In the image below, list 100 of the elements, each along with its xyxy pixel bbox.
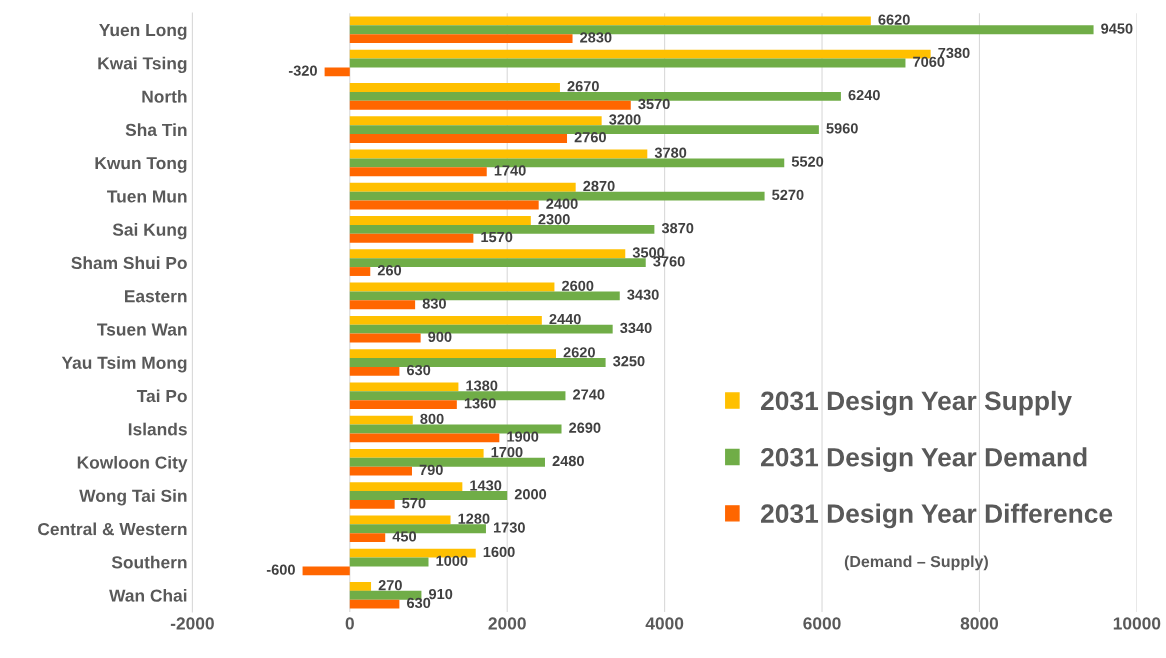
data-label: 7380 xyxy=(938,47,970,59)
data-label: 1740 xyxy=(494,165,526,176)
data-label: 910 xyxy=(429,588,453,600)
bar xyxy=(349,491,508,500)
x-tick-label: 10000 xyxy=(1113,617,1161,630)
data-label: 2740 xyxy=(573,389,605,400)
y-tick-label: Yau Tsim Mong xyxy=(61,356,187,373)
y-tick-label: Kwun Tong xyxy=(95,157,187,173)
bar xyxy=(349,533,386,543)
data-label: 2620 xyxy=(563,347,595,358)
data-label: 3570 xyxy=(638,98,670,110)
data-label: 260 xyxy=(377,265,402,276)
bar xyxy=(349,515,451,525)
data-label: 790 xyxy=(419,464,443,476)
data-label: 9450 xyxy=(1101,23,1133,34)
bar xyxy=(302,566,350,576)
data-label: 570 xyxy=(402,497,426,509)
bar xyxy=(349,149,648,159)
data-label: 6620 xyxy=(878,14,910,25)
data-label: 2400 xyxy=(546,198,578,209)
bar xyxy=(349,34,573,44)
bar xyxy=(349,233,474,243)
bar xyxy=(349,366,400,376)
bar xyxy=(349,282,555,292)
bar xyxy=(349,557,429,567)
bar xyxy=(349,167,487,177)
y-tick-label: Kowloon City xyxy=(77,455,188,473)
data-label: 5270 xyxy=(772,189,804,201)
data-label: 1900 xyxy=(507,431,539,442)
y-tick-label: Islands xyxy=(128,422,187,436)
data-label: 3870 xyxy=(661,222,694,234)
bar xyxy=(349,249,626,259)
bar xyxy=(349,433,500,443)
data-label: -600 xyxy=(266,564,295,575)
data-label: 800 xyxy=(420,413,444,425)
y-tick-label: Tsuen Wan xyxy=(97,323,187,336)
bar xyxy=(349,482,463,492)
data-label: 3430 xyxy=(627,289,659,300)
y-tick-label: Tai Po xyxy=(136,389,187,403)
data-label: 1360 xyxy=(464,398,496,409)
data-label: 1430 xyxy=(470,480,502,491)
data-label: 2600 xyxy=(562,280,594,291)
data-label: 2300 xyxy=(538,214,570,225)
bar xyxy=(349,100,631,110)
data-label: 3760 xyxy=(653,256,685,267)
bar xyxy=(349,134,568,143)
y-tick-label: Central & Western xyxy=(38,522,187,536)
data-label: 1380 xyxy=(466,380,498,391)
x-tick-label: 8000 xyxy=(960,617,999,630)
data-label: 1280 xyxy=(458,513,490,524)
y-tick-label: Sha Tin xyxy=(125,123,187,137)
bar xyxy=(349,349,557,359)
legend-label: 2031 Design Year Difference xyxy=(760,503,1113,529)
bar xyxy=(349,116,602,126)
x-tick-label: 2000 xyxy=(488,617,526,630)
data-label: 6240 xyxy=(848,89,880,101)
bar xyxy=(349,315,542,325)
data-label: 3250 xyxy=(613,356,645,367)
data-label: 7060 xyxy=(913,56,945,67)
data-label: 3780 xyxy=(654,147,687,158)
bar xyxy=(349,382,459,392)
data-label: 2690 xyxy=(569,422,601,433)
bar xyxy=(349,216,531,225)
legend-label: 2031 Design Year Supply xyxy=(760,390,1072,416)
y-tick-label: Sham Shui Po xyxy=(71,256,187,270)
bar xyxy=(349,415,413,425)
data-label: 830 xyxy=(422,298,446,309)
y-tick-label: Southern xyxy=(111,555,187,569)
bar xyxy=(349,466,412,476)
legend-label: 2031 Design Year Demand xyxy=(760,447,1087,472)
bar xyxy=(349,182,576,192)
y-tick-label: Wong Tai Sin xyxy=(79,489,187,506)
y-tick-label: Kwai Tsing xyxy=(98,56,187,74)
data-label: 900 xyxy=(428,331,452,342)
data-label: 2000 xyxy=(514,489,547,500)
data-label: 2480 xyxy=(552,455,584,467)
data-label: 3200 xyxy=(609,114,641,125)
y-tick-label: Sai Kung xyxy=(112,223,187,240)
data-label: -320 xyxy=(288,65,317,76)
bar xyxy=(349,16,871,26)
data-label: 2830 xyxy=(580,32,612,43)
bar xyxy=(349,599,400,609)
data-label: 1000 xyxy=(436,555,468,566)
y-tick-label: Yuen Long xyxy=(99,24,187,40)
data-label: 270 xyxy=(378,580,402,591)
x-tick-label: 6000 xyxy=(803,617,841,630)
bar xyxy=(349,358,606,367)
bar xyxy=(349,58,906,68)
data-label: 3340 xyxy=(620,322,652,334)
x-tick-label: 0 xyxy=(345,617,354,630)
data-label: 630 xyxy=(407,597,431,609)
data-label: 1730 xyxy=(493,522,525,533)
annotation: (Demand – Supply) xyxy=(844,555,988,571)
data-label: 3500 xyxy=(632,247,665,258)
bar xyxy=(324,67,350,77)
data-label: 450 xyxy=(392,531,417,542)
bar xyxy=(349,333,421,343)
y-tick-label: Eastern xyxy=(125,290,187,303)
data-label: 1700 xyxy=(491,446,523,458)
y-tick-label: Tuen Mun xyxy=(107,190,187,203)
